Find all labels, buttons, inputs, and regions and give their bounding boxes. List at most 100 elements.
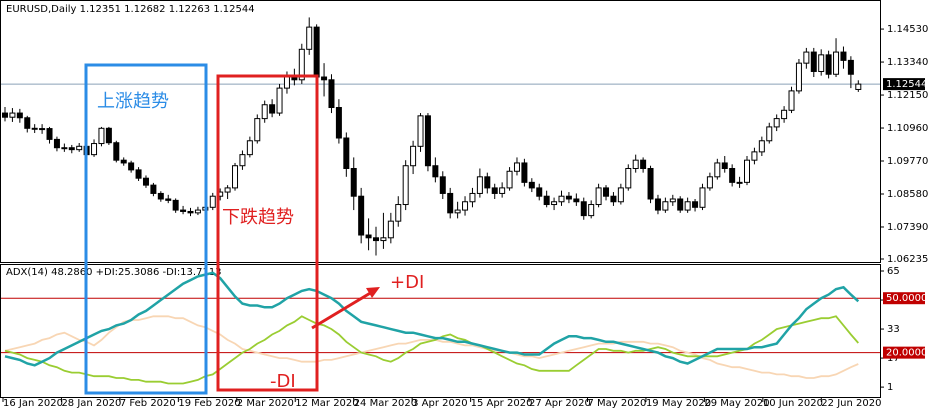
indicator-line <box>4 315 859 385</box>
candle-body <box>729 167 736 183</box>
candle-body <box>736 181 743 184</box>
candle-body <box>313 26 320 78</box>
symbol: EURUSD,Daily <box>6 4 77 15</box>
candle-body <box>551 201 558 206</box>
candle-body <box>380 237 387 242</box>
candle-body <box>254 118 261 142</box>
candle-body <box>647 167 654 200</box>
candle-body <box>142 177 149 186</box>
candle-body <box>573 198 580 203</box>
level-label-box <box>883 346 925 359</box>
arrow-shaft <box>311 290 373 330</box>
x-tick-label: 10 Jun 2020 <box>763 398 823 408</box>
candle-body <box>269 104 276 114</box>
candle-body <box>462 201 469 211</box>
close: 1.12544 <box>213 4 254 15</box>
level-label: 50.0000 <box>886 293 927 304</box>
candle-body <box>246 140 253 156</box>
candle-body <box>758 140 765 153</box>
candle-body <box>350 167 357 197</box>
price-panel <box>0 0 881 263</box>
candle-body <box>105 127 112 144</box>
y-tick-label: 1.06235 <box>887 254 928 265</box>
x-tick-label: 29 May 2020 <box>704 398 769 408</box>
candle-body <box>283 75 290 89</box>
candle-body <box>180 209 187 212</box>
y-tick-label: 33 <box>887 324 900 335</box>
candle-body <box>321 76 328 81</box>
candle-body <box>395 204 402 222</box>
candle-body <box>454 209 461 214</box>
y-tick-label: 1.09770 <box>887 156 928 167</box>
candle-body <box>387 220 394 239</box>
candle-body <box>499 187 506 194</box>
x-tick-label: 19 May 2020 <box>646 398 711 408</box>
candle-body <box>588 204 595 217</box>
candle-body <box>98 127 105 145</box>
candle-body <box>16 112 23 119</box>
x-tick-label: 2 Mar 2020 <box>237 398 294 408</box>
x-tick-label: 7 May 2020 <box>588 398 647 408</box>
candle-body <box>840 51 847 61</box>
candle-body <box>558 195 565 203</box>
candle-body <box>113 142 120 161</box>
current-price-label: 1.12544 <box>886 79 927 90</box>
candle-body <box>261 104 268 120</box>
indicator-line <box>4 271 860 367</box>
x-tick-label: 12 Mar 2020 <box>295 398 358 408</box>
candle-body <box>194 209 201 214</box>
candle-body <box>803 51 810 64</box>
candle-body <box>61 147 68 150</box>
x-tick-label: 27 Apr 2020 <box>529 398 591 408</box>
candle-body <box>424 115 431 167</box>
level-label: 20.0000 <box>886 348 927 359</box>
low: 1.12263 <box>169 4 210 15</box>
x-tick-label: 3 Apr 2020 <box>412 398 467 408</box>
candle-body <box>239 154 246 167</box>
x-tick-label: 19 Feb 2020 <box>178 398 240 408</box>
candle-body <box>565 195 572 200</box>
candle-body <box>788 90 795 111</box>
candle-body <box>536 187 543 197</box>
y-tick-label: 65 <box>887 266 900 277</box>
y-tick-label: 1.08580 <box>887 189 928 200</box>
indicator-panel <box>0 264 881 398</box>
candle-body <box>410 145 417 167</box>
candle-body <box>335 107 342 139</box>
high: 1.12682 <box>124 4 165 15</box>
candle-body <box>276 87 283 114</box>
candle-body <box>417 115 424 147</box>
downtrend-label: 下跌趋势 <box>222 207 294 228</box>
candle-body <box>39 128 46 131</box>
candle-body <box>68 147 75 151</box>
x-tick-label: 7 Feb 2020 <box>120 398 176 408</box>
candle-body <box>209 195 216 208</box>
candle-body <box>24 117 31 129</box>
candle-body <box>654 198 661 211</box>
indicator-line <box>4 315 859 379</box>
candle-body <box>9 112 16 118</box>
candle-body <box>662 201 669 211</box>
candle-body <box>157 192 164 200</box>
level-label-box <box>883 292 925 305</box>
candle-body <box>306 26 313 50</box>
plus-di-label: +DI <box>390 272 424 293</box>
candle-body <box>677 198 684 211</box>
downtrend-box <box>216 74 319 392</box>
candle-body <box>2 112 8 118</box>
candle-body <box>692 201 699 208</box>
candle-body <box>120 159 127 164</box>
candle-body <box>744 159 750 183</box>
candle-body <box>521 162 528 183</box>
x-tick-label: 16 Jan 2020 <box>3 398 63 408</box>
y-tick-label: 1.10960 <box>887 123 928 134</box>
candle-body <box>610 195 617 203</box>
candle-body <box>358 195 365 236</box>
candle-body <box>706 176 713 189</box>
candle-body <box>432 165 439 178</box>
candle-body <box>773 118 780 128</box>
price-title: EURUSD,Daily 1.12351 1.12682 1.12263 1.1… <box>6 4 255 15</box>
candle-body <box>810 51 817 72</box>
candle-body <box>795 62 802 92</box>
